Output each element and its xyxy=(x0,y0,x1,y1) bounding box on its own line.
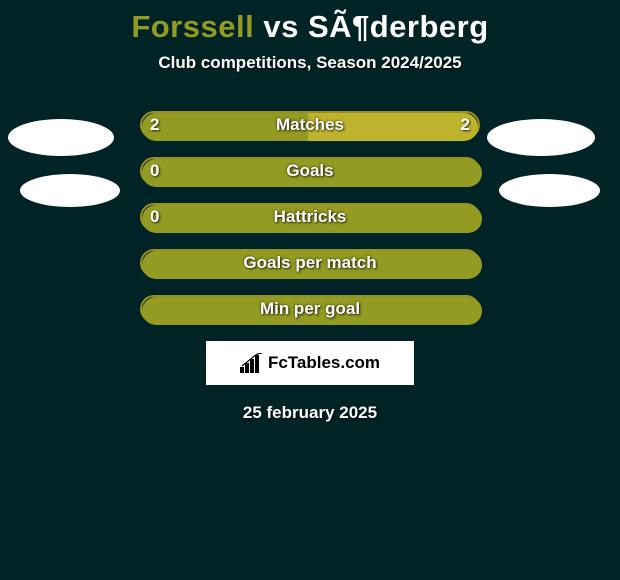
bar-chart-icon xyxy=(240,353,264,373)
stat-value-a: 0 xyxy=(150,203,159,231)
stat-bar-track xyxy=(140,111,480,139)
stat-value-a: 0 xyxy=(150,157,159,185)
comparison-card: Forssell vs SÃ¶derberg Club competitions… xyxy=(0,0,620,580)
stat-bar-a xyxy=(142,251,482,279)
stat-row: Min per goal xyxy=(0,295,620,323)
stat-bar-track xyxy=(140,295,480,323)
stat-row: Goals per match xyxy=(0,249,620,277)
player-b-name: SÃ¶derberg xyxy=(308,9,489,44)
vs-text: vs xyxy=(263,9,298,44)
date-text: 25 february 2025 xyxy=(0,403,620,423)
stat-value-a: 2 xyxy=(150,111,159,139)
stat-bar-a xyxy=(142,113,312,141)
stat-bar-a xyxy=(142,205,482,233)
stat-row: Matches22 xyxy=(0,111,620,139)
stat-bar-track xyxy=(140,203,480,231)
player-a-name: Forssell xyxy=(131,9,254,44)
stat-bar-a xyxy=(142,159,482,187)
stat-bar-track xyxy=(140,249,480,277)
stat-row: Hattricks0 xyxy=(0,203,620,231)
site-logo: FcTables.com xyxy=(206,341,414,385)
stat-bar-b xyxy=(308,113,478,141)
stat-value-b: 2 xyxy=(461,111,470,139)
subtitle: Club competitions, Season 2024/2025 xyxy=(0,53,620,73)
stat-bar-a xyxy=(142,297,482,325)
logo-text: FcTables.com xyxy=(268,353,380,373)
stat-bar-track xyxy=(140,157,480,185)
page-title: Forssell vs SÃ¶derberg xyxy=(0,0,620,47)
stat-row: Goals0 xyxy=(0,157,620,185)
